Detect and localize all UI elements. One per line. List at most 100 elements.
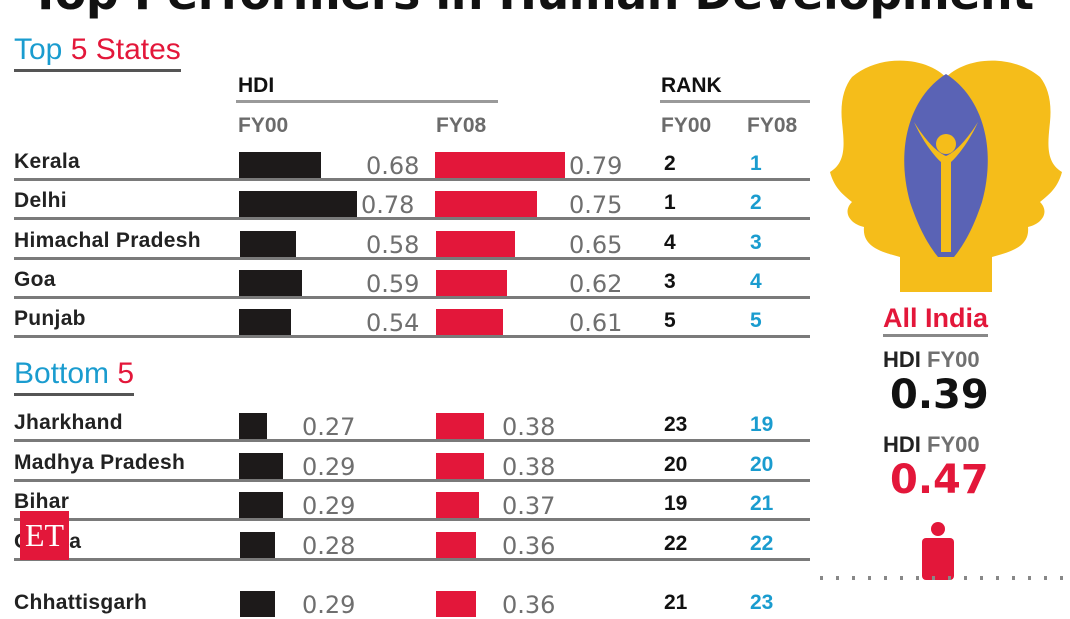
rank-fy00: 1 (664, 191, 676, 214)
hdi-fy00-value: 0.29 (302, 453, 356, 481)
hdi-fy00-header: FY00 (238, 114, 289, 137)
rank-fy00: 4 (664, 231, 676, 254)
state-name: Jharkhand (14, 411, 123, 434)
hdi-fy08-bar (436, 532, 476, 558)
table-row-chhattisgarh: Chhattisgarh 0.29 0.36 21 23 (14, 559, 810, 619)
table-row-jharkhand: Jharkhand 0.27 0.38 23 19 (14, 401, 810, 442)
hdi-fy00-value: 0.29 (302, 492, 356, 520)
all-india-label-2: HDI FY00 (883, 432, 980, 458)
hdi-fy08-header: FY08 (436, 114, 487, 137)
rank-fy08: 3 (750, 231, 762, 254)
hdi-fy08-bar (435, 191, 537, 217)
rank-fy08: 5 (750, 309, 762, 332)
fy-label: FY00 (927, 432, 980, 457)
rank-fy00: 3 (664, 270, 676, 293)
rank-fy00: 19 (664, 492, 688, 515)
table-row-bihar: Bihar 0.29 0.37 19 21 (14, 480, 810, 521)
hdi-fy00-value: 0.27 (302, 413, 356, 441)
rank-fy08: 20 (750, 453, 774, 476)
bottom-states-heading: Bottom 5 (14, 357, 135, 396)
hdi-fy00-bar (239, 492, 283, 518)
top-heading-part2: 5 States (70, 33, 181, 66)
hdi-fy00-bar (239, 309, 291, 335)
hdi-fy08-bar (435, 152, 565, 178)
table-row-orissa: Orissa 0.28 0.36 22 22 (14, 520, 810, 561)
rank-fy08: 22 (750, 532, 774, 555)
bottom-heading-part2: 5 (117, 357, 135, 390)
table-row-punjab: Punjab 0.54 0.61 5 5 (14, 297, 810, 338)
hdi-fy08-value: 0.36 (502, 591, 556, 619)
hdi-fy00-bar (240, 532, 275, 558)
hdi-fy08-value: 0.38 (502, 413, 556, 441)
rank-fy08: 2 (750, 191, 762, 214)
hdi-fy08-bar (436, 270, 507, 296)
table-row-kerala: Kerala 0.68 0.79 2 1 (14, 140, 810, 181)
hdi-fy08-value: 0.79 (569, 152, 623, 180)
all-india-hdi-fy08-value: 0.47 (890, 457, 989, 503)
all-india-heading: All India (883, 303, 989, 337)
hdi-label: HDI (883, 347, 921, 372)
table-row-delhi: Delhi 0.78 0.75 1 2 (14, 179, 810, 220)
table-row-madhya-pradesh: Madhya Pradesh 0.29 0.38 20 20 (14, 441, 810, 482)
state-name: Chhattisgarh (14, 591, 148, 614)
rank-fy00: 21 (664, 591, 688, 614)
state-name: Madhya Pradesh (14, 451, 186, 474)
et-logo-icon: ET (20, 511, 69, 560)
hdi-header-rule (236, 100, 498, 103)
hdi-fy00-value: 0.54 (366, 309, 420, 337)
rank-header-rule (660, 100, 810, 103)
rank-fy00: 20 (664, 453, 688, 476)
hdi-fy08-value: 0.65 (569, 231, 623, 259)
hdi-fy08-bar (436, 591, 476, 617)
hdi-fy00-bar (240, 591, 275, 617)
bottom-heading-part1: Bottom (14, 357, 110, 390)
rank-fy08: 21 (750, 492, 774, 515)
state-name: Delhi (14, 189, 67, 212)
table-row-himachal-pradesh: Himachal Pradesh 0.58 0.65 4 3 (14, 219, 810, 260)
hdi-fy00-bar (239, 191, 357, 217)
hdi-fy00-value: 0.59 (366, 270, 420, 298)
hdi-fy08-bar (436, 492, 479, 518)
hdi-fy08-bar (436, 453, 484, 479)
hdi-fy00-bar (239, 152, 321, 178)
table-row-goa: Goa 0.59 0.62 3 4 (14, 258, 810, 299)
hdi-fy08-value: 0.61 (569, 309, 623, 337)
hdi-fy00-bar (239, 270, 302, 296)
chart-title: Top Performers in Human Development (30, 0, 1034, 20)
hdi-fy08-value: 0.37 (502, 492, 556, 520)
hdi-fy08-bar (436, 309, 503, 335)
rank-fy00: 5 (664, 309, 676, 332)
hdi-fy00-value: 0.68 (366, 152, 420, 180)
hdi-fy08-value: 0.38 (502, 453, 556, 481)
state-name: Bihar (14, 490, 70, 513)
rank-fy08: 4 (750, 270, 762, 293)
rank-fy08: 19 (750, 413, 774, 436)
hdi-fy00-bar (239, 413, 267, 439)
rank-fy00-header: FY00 (661, 114, 712, 137)
fy-label: FY00 (927, 347, 980, 372)
hdi-fy08-value: 0.36 (502, 532, 556, 560)
rank-fy08: 23 (750, 591, 774, 614)
top-heading-part1: Top (14, 33, 63, 66)
rank-fy00: 23 (664, 413, 688, 436)
hdi-fy00-value: 0.28 (302, 532, 356, 560)
hdi-label: HDI (883, 432, 921, 457)
state-name: Himachal Pradesh (14, 229, 201, 252)
rank-fy00: 22 (664, 532, 688, 555)
all-india-label-1: HDI FY00 (883, 347, 980, 373)
hdi-fy00-bar (239, 453, 283, 479)
human-development-logo-icon (830, 60, 1062, 293)
rank-fy08-header: FY08 (747, 114, 798, 137)
rank-fy00: 2 (664, 152, 676, 175)
rank-fy08: 1 (750, 152, 762, 175)
state-name: Punjab (14, 307, 86, 330)
hdi-fy00-value: 0.29 (302, 591, 356, 619)
person-icon (922, 522, 954, 580)
hdi-column-header: HDI (238, 74, 275, 97)
rank-column-header: RANK (661, 74, 722, 97)
baseline-ticks (820, 576, 1070, 580)
hdi-fy08-bar (436, 231, 515, 257)
hdi-fy08-value: 0.75 (569, 191, 623, 219)
all-india-hdi-fy00-value: 0.39 (890, 372, 989, 418)
top-states-heading: Top 5 States (14, 33, 181, 72)
